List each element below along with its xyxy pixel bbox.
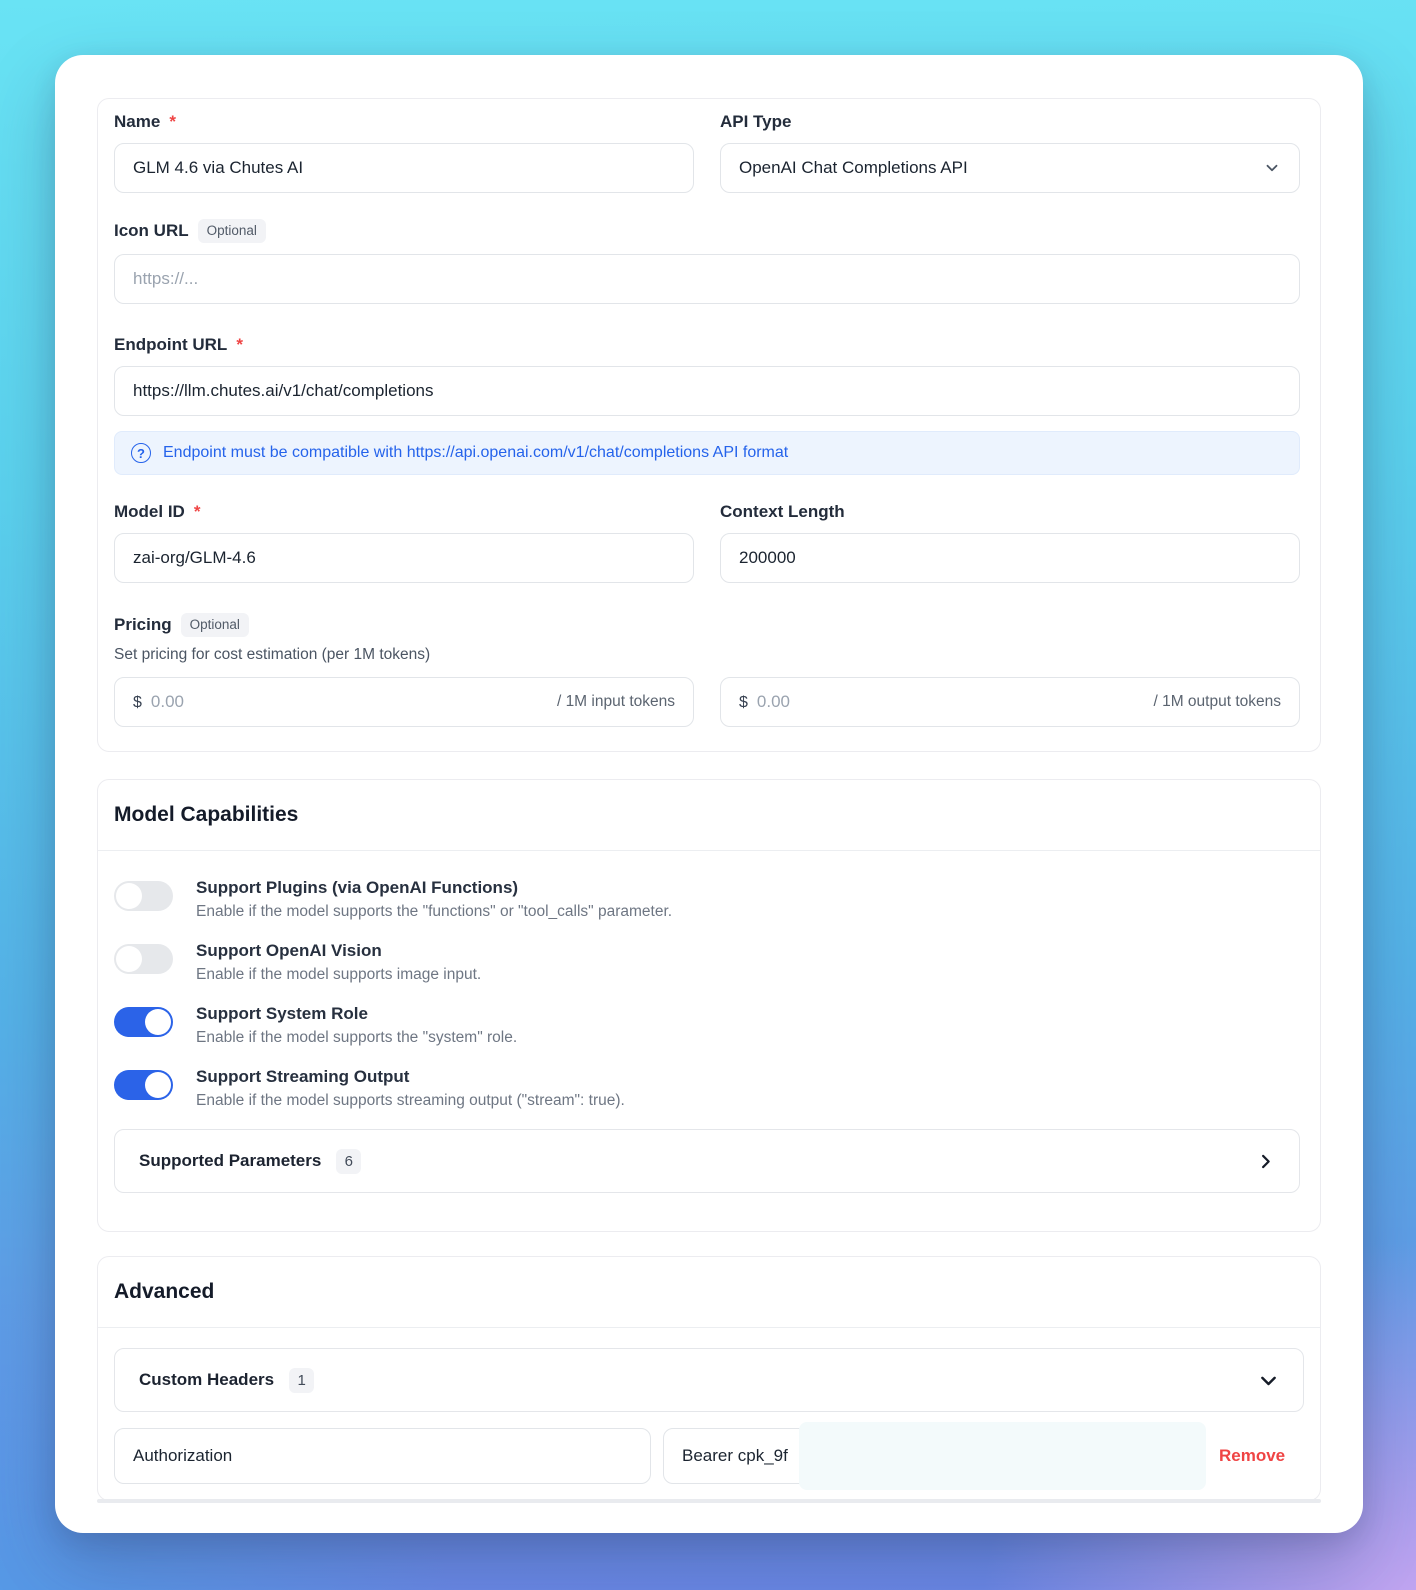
header-key-value: Authorization [133, 1446, 233, 1465]
pricing-description: Set pricing for cost estimation (per 1M … [114, 646, 431, 663]
icon-url-input[interactable]: https://... [114, 254, 1300, 304]
chevron-down-icon [1263, 159, 1281, 177]
help-circle-icon: ? [131, 443, 151, 463]
advanced-header: Advanced [98, 1257, 1320, 1328]
supported-parameters-row[interactable]: Supported Parameters 6 [114, 1129, 1300, 1193]
input-price-field[interactable]: $ 0.00 / 1M input tokens [114, 677, 694, 727]
context-length-value: 200000 [739, 548, 796, 567]
model-capabilities-title: Model Capabilities [114, 803, 299, 826]
vision-toggle-label: Support OpenAI Vision [196, 941, 382, 960]
advanced-title: Advanced [114, 1280, 215, 1303]
streaming-toggle-description: Enable if the model supports streaming o… [196, 1092, 625, 1109]
supported-parameters-label: Supported Parameters [139, 1151, 322, 1170]
model-id-label-text: Model ID [114, 502, 185, 521]
streaming-toggle-label: Support Streaming Output [196, 1067, 410, 1086]
plugins-toggle-label: Support Plugins (via OpenAI Functions) [196, 878, 519, 897]
custom-headers-count-badge: 1 [289, 1367, 315, 1393]
input-price-suffix: / 1M input tokens [556, 693, 675, 710]
icon-url-placeholder: https://... [133, 269, 199, 288]
remove-header-button[interactable]: Remove [1219, 1446, 1286, 1465]
toggle-knob [145, 1072, 171, 1098]
icon-url-label-text: Icon URL [114, 221, 189, 240]
streaming-toggle[interactable] [114, 1070, 173, 1100]
system-role-toggle-description: Enable if the model supports the "system… [196, 1029, 518, 1046]
model-id-label: Model ID * [114, 502, 694, 522]
model-id-value: zai-org/GLM-4.6 [133, 548, 256, 567]
name-label: Name * [114, 112, 694, 132]
output-price-field[interactable]: $ 0.00 / 1M output tokens [720, 677, 1300, 727]
api-type-label-text: API Type [720, 112, 792, 131]
endpoint-url-label-text: Endpoint URL [114, 335, 228, 354]
system-role-toggle-label: Support System Role [196, 1004, 368, 1023]
name-input[interactable]: GLM 4.6 via Chutes AI [114, 143, 694, 193]
endpoint-hint-banner: ? Endpoint must be compatible with https… [114, 431, 1300, 475]
header-key-input[interactable]: Authorization [114, 1428, 651, 1484]
api-type-selected-value: OpenAI Chat Completions API [739, 158, 968, 177]
toggle-row-plugins: Support Plugins (via OpenAI Functions) E… [114, 877, 1300, 922]
required-asterisk: * [236, 335, 243, 354]
supported-parameters-count-badge: 6 [336, 1148, 362, 1174]
currency-prefix: $ [133, 694, 142, 711]
icon-url-field-group: Icon URL Optional https://... [114, 219, 1300, 304]
toggle-knob [116, 946, 142, 972]
custom-header-entry: Authorization Bearer cpk_9f Remove [114, 1422, 1304, 1490]
model-capabilities-panel: Model Capabilities Support Plugins (via … [97, 779, 1321, 1232]
chevron-down-icon [1258, 1370, 1279, 1391]
pricing-label-text: Pricing [114, 615, 172, 634]
pricing-field-group: Pricing Optional Set pricing for cost es… [114, 613, 1300, 727]
name-input-value: GLM 4.6 via Chutes AI [133, 158, 304, 177]
api-type-label: API Type [720, 112, 1300, 132]
model-capabilities-header: Model Capabilities [98, 780, 1320, 851]
toggle-knob [145, 1009, 171, 1035]
context-length-label: Context Length [720, 502, 1300, 522]
vision-toggle[interactable] [114, 944, 173, 974]
context-length-label-text: Context Length [720, 502, 845, 521]
output-price-suffix: / 1M output tokens [1153, 693, 1281, 710]
icon-url-label: Icon URL Optional [114, 219, 1300, 243]
optional-badge: Optional [180, 613, 249, 637]
toggle-row-streaming: Support Streaming Output Enable if the m… [114, 1066, 1300, 1111]
optional-badge: Optional [197, 219, 266, 243]
input-price-placeholder: 0.00 [150, 692, 184, 711]
name-label-text: Name [114, 112, 161, 131]
context-length-field-group: Context Length 200000 [720, 502, 1300, 583]
api-type-select[interactable]: OpenAI Chat Completions API [720, 143, 1300, 193]
context-length-input[interactable]: 200000 [720, 533, 1300, 583]
pricing-label: Pricing Optional [114, 613, 1300, 637]
output-price-placeholder: 0.00 [756, 692, 790, 711]
custom-headers-row[interactable]: Custom Headers 1 [114, 1348, 1304, 1412]
toggle-row-system-role: Support System Role Enable if the model … [114, 1003, 1300, 1048]
currency-prefix: $ [739, 694, 748, 711]
model-config-dialog: Name * GLM 4.6 via Chutes AI API Type Op… [55, 55, 1363, 1533]
api-type-field-group: API Type OpenAI Chat Completions API [720, 112, 1300, 193]
endpoint-url-value: https://llm.chutes.ai/v1/chat/completion… [133, 381, 434, 400]
custom-headers-label: Custom Headers [139, 1370, 275, 1389]
advanced-panel: Advanced Custom Headers 1 Authorization … [97, 1256, 1321, 1503]
vision-toggle-description: Enable if the model supports image input… [196, 966, 482, 983]
endpoint-url-label: Endpoint URL * [114, 335, 1300, 355]
endpoint-url-field-group: Endpoint URL * https://llm.chutes.ai/v1/… [114, 335, 1300, 475]
plugins-toggle-description: Enable if the model supports the "functi… [196, 903, 673, 920]
toggle-row-vision: Support OpenAI Vision Enable if the mode… [114, 940, 1300, 985]
required-asterisk: * [169, 112, 176, 131]
endpoint-url-input[interactable]: https://llm.chutes.ai/v1/chat/completion… [114, 366, 1300, 416]
toggle-knob [116, 883, 142, 909]
header-value-input[interactable]: Bearer cpk_9f [663, 1422, 1206, 1490]
required-asterisk: * [193, 502, 201, 521]
redaction-overlay [799, 1422, 1206, 1490]
name-field-group: Name * GLM 4.6 via Chutes AI [114, 112, 694, 193]
basic-info-panel: Name * GLM 4.6 via Chutes AI API Type Op… [97, 98, 1321, 752]
model-id-input[interactable]: zai-org/GLM-4.6 [114, 533, 694, 583]
system-role-toggle[interactable] [114, 1007, 173, 1037]
chevron-right-icon [1256, 1152, 1275, 1171]
endpoint-hint-text: Endpoint must be compatible with https:/… [163, 444, 789, 461]
model-id-field-group: Model ID * zai-org/GLM-4.6 [114, 502, 694, 583]
header-value-text: Bearer cpk_9f [682, 1446, 788, 1465]
plugins-toggle[interactable] [114, 881, 173, 911]
